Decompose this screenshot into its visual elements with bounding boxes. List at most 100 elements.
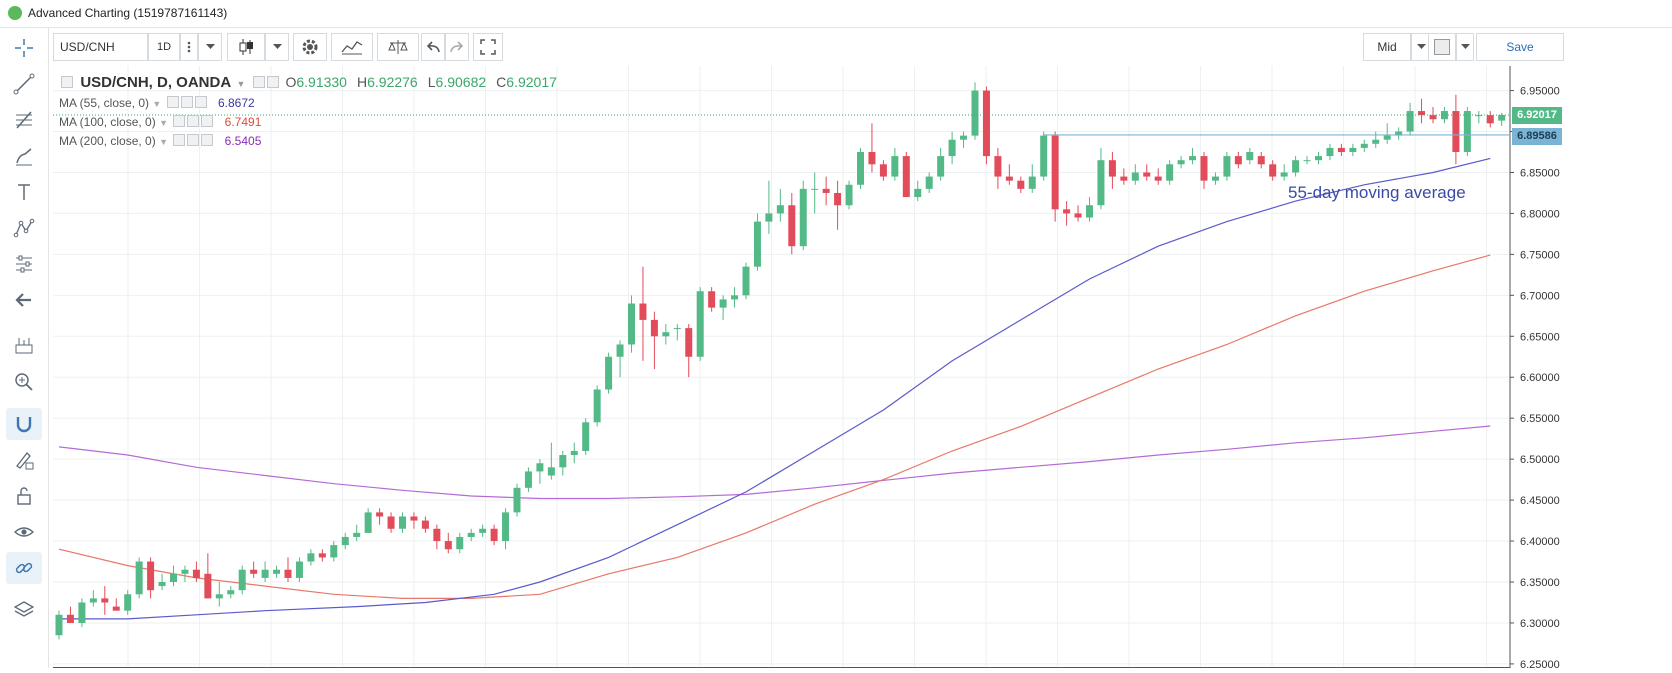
swatch-chevron-icon[interactable]: [1456, 33, 1474, 61]
chevron-down-icon[interactable]: [198, 33, 222, 61]
candle-body: [1246, 152, 1254, 161]
symbol-search-input[interactable]: USD/CNH: [53, 33, 148, 61]
candle-body: [685, 328, 693, 357]
candle-body: [1418, 111, 1426, 116]
compare-icon[interactable]: [377, 33, 419, 61]
candle-body: [364, 512, 372, 533]
candle-body: [421, 520, 429, 529]
collapse-toggle-icon[interactable]: [61, 76, 73, 88]
candle-body: [307, 553, 315, 562]
app-logo-icon: [8, 6, 22, 20]
chart-type-dropdown-icon[interactable]: [265, 33, 289, 61]
zoom-in-icon[interactable]: [6, 366, 42, 398]
fib-icon[interactable]: [6, 104, 42, 136]
candle-body: [1154, 176, 1162, 181]
candle-body: [937, 156, 945, 177]
candle-body: [215, 594, 223, 599]
candle-body: [1257, 156, 1265, 165]
ma100-close-icon[interactable]: [201, 115, 214, 127]
lock-draw-icon[interactable]: [6, 444, 42, 476]
eye-icon[interactable]: [6, 516, 42, 548]
top-toolbar: USD/CNH 1D Mid Save: [53, 33, 1672, 63]
ma55-chevron-icon[interactable]: ▼: [152, 99, 162, 109]
measure-icon[interactable]: [6, 248, 42, 280]
candle-body: [868, 152, 876, 165]
candle-body: [1211, 176, 1219, 181]
trend-line-icon[interactable]: [6, 68, 42, 100]
candle-body: [433, 528, 441, 542]
undo-icon[interactable]: [421, 33, 445, 61]
series-menu-chevron-icon[interactable]: ▼: [236, 79, 246, 89]
candle-body: [1498, 115, 1506, 121]
link-icon[interactable]: [6, 552, 42, 584]
layers-icon[interactable]: [6, 594, 42, 626]
indicators-icon[interactable]: [331, 33, 373, 61]
candle-body: [1177, 160, 1185, 165]
color-swatch[interactable]: [1428, 33, 1456, 61]
candle-body: [742, 266, 750, 296]
candle-body: [1372, 139, 1380, 144]
candle-body: [1086, 205, 1093, 218]
text-icon[interactable]: [6, 176, 42, 208]
ma55-close-icon[interactable]: [194, 96, 207, 108]
lock-icon[interactable]: [6, 480, 42, 512]
candle-body: [295, 561, 303, 578]
ma55-annotation[interactable]: 55-day moving average: [1288, 183, 1466, 202]
ma100-settings-icon[interactable]: [187, 115, 200, 127]
candle-body: [891, 156, 899, 177]
ma55-visibility-icon[interactable]: [166, 96, 179, 108]
ma200-visibility-icon[interactable]: [173, 134, 186, 146]
y-tick-label: 6.55000: [1520, 413, 1560, 425]
candle-body: [788, 205, 796, 247]
price-mode-select[interactable]: Mid: [1363, 33, 1411, 61]
ma200-close-icon[interactable]: [201, 134, 214, 146]
fullscreen-icon[interactable]: [473, 33, 503, 61]
brush-icon[interactable]: [6, 140, 42, 172]
ma55-line: [59, 157, 1491, 620]
candles-style-icon[interactable]: [227, 33, 265, 61]
y-tick-label: 6.95000: [1520, 86, 1560, 98]
redo-icon[interactable]: [445, 33, 469, 61]
candle-body: [960, 135, 968, 140]
visibility-icon[interactable]: [266, 76, 279, 88]
price-chart[interactable]: 6.950006.900006.850006.800006.750006.700…: [53, 66, 1672, 671]
candle-body: [1120, 176, 1128, 181]
ma200-chevron-icon[interactable]: ▼: [159, 137, 168, 147]
ma55-settings-icon[interactable]: [180, 96, 193, 108]
settings-icon[interactable]: [252, 76, 265, 88]
candle-body: [456, 536, 464, 550]
ma200-settings-icon[interactable]: [187, 134, 200, 146]
ma200-label: MA (200, close, 0): [59, 134, 156, 148]
gear-icon[interactable]: [293, 33, 327, 61]
ma100-visibility-icon[interactable]: [173, 115, 186, 127]
candle-body: [238, 569, 246, 591]
ma100-line: [58, 254, 1491, 599]
candle-body: [227, 590, 235, 595]
pattern-icon[interactable]: [6, 212, 42, 244]
open-value: 6.91330: [296, 74, 347, 90]
candle-body: [708, 291, 716, 308]
ma55-legend: MA (55, close, 0) ▼ 6.8672: [59, 96, 255, 110]
candle-body: [547, 467, 555, 476]
candle-body: [284, 569, 292, 578]
close-label: C: [496, 74, 507, 90]
ma100-label: MA (100, close, 0): [59, 115, 156, 129]
candle-body: [616, 344, 624, 357]
candle-body: [879, 164, 887, 177]
ruler-icon[interactable]: [6, 330, 42, 362]
y-tick-label: 6.60000: [1520, 372, 1560, 384]
crosshair-icon[interactable]: [6, 32, 42, 64]
interval-button[interactable]: 1D: [148, 33, 180, 61]
magnet-icon[interactable]: [6, 408, 42, 440]
y-tick-label: 6.70000: [1520, 290, 1560, 302]
y-tick-label: 6.30000: [1520, 618, 1560, 630]
back-arrow-icon[interactable]: [6, 284, 42, 316]
candle-body: [1383, 135, 1391, 140]
y-tick-label: 6.50000: [1520, 454, 1560, 466]
candle-body: [1429, 115, 1437, 120]
more-intervals-icon[interactable]: [180, 33, 198, 61]
chart-area[interactable]: 6.950006.900006.850006.800006.750006.700…: [53, 66, 1672, 673]
save-button[interactable]: Save: [1476, 33, 1564, 61]
candle-body: [1063, 209, 1071, 214]
ma100-chevron-icon[interactable]: ▼: [159, 118, 168, 128]
